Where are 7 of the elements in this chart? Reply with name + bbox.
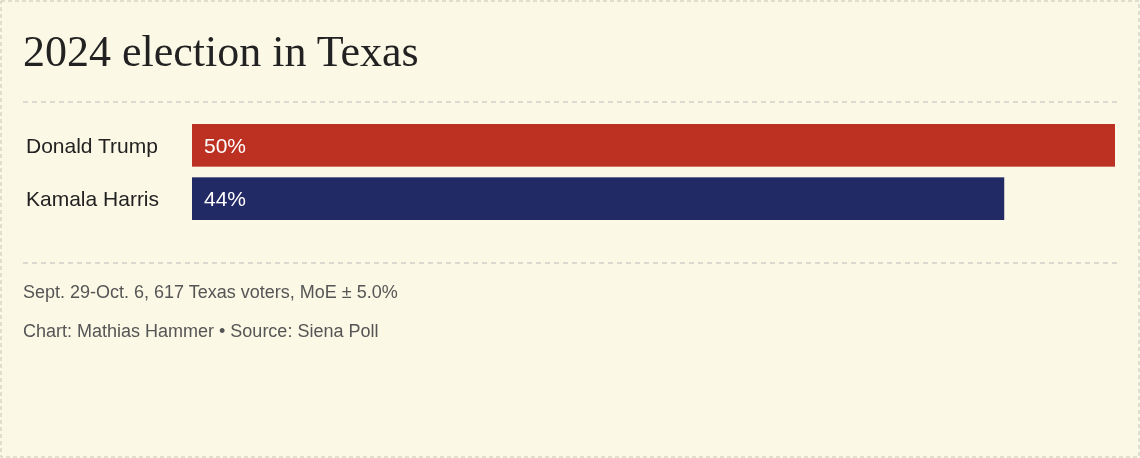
data-label: 44%: [204, 187, 247, 211]
text: Chart: Mathias Hammer • Source: Siena Poll: [23, 321, 379, 341]
text: Sept. 29-Oct. 6, 617 Texas voters, MoE ± 5.0%: [23, 282, 398, 302]
chart-title: 2024 election in Texas: [23, 27, 419, 76]
y-tick-label: Donald Trump: [26, 133, 158, 157]
data-label: 50%: [204, 133, 247, 157]
y-tick-label: Kamala Harris: [26, 187, 160, 211]
